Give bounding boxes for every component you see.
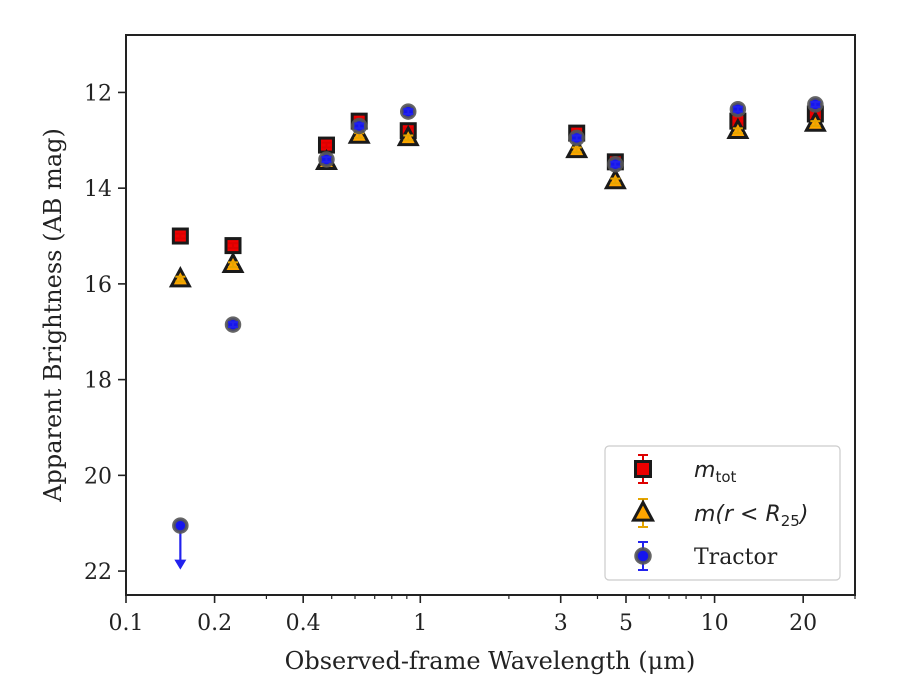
error-bar [571, 134, 582, 142]
error-bar [228, 242, 239, 249]
legend-marker-tractor [634, 547, 652, 565]
error-bar [810, 120, 821, 127]
plot-frame [125, 34, 856, 596]
error-bar [732, 127, 743, 135]
error-bar [732, 105, 743, 113]
legend-marker-mtot [634, 460, 652, 478]
legend-box [604, 445, 841, 581]
tractor-point [172, 517, 189, 534]
x-tick-label: 5 [619, 611, 633, 636]
error-bar [321, 141, 332, 149]
x-tick-label: 20 [789, 611, 817, 636]
error-bar [571, 146, 582, 154]
error-bar [321, 156, 332, 163]
y-tick-label: 22 [84, 560, 112, 585]
legend: mtot m(r < R25) Tractor [604, 445, 841, 581]
data-points [168, 96, 827, 570]
x-tick-label: 0.1 [109, 611, 144, 636]
y-axis-label: Apparent Brightness (AB mag) [39, 128, 67, 503]
x-tick-label: 10 [701, 611, 729, 636]
error-bar [403, 108, 414, 115]
error-bar [228, 261, 239, 269]
error-bar [610, 177, 621, 185]
upper-limit-arrowhead [174, 559, 187, 570]
x-tick-label: 3 [554, 611, 568, 636]
legend-marker-mr25 [630, 499, 656, 522]
axis-ticks: 0.1 0.2 0.4 1 3 5 10 20 12 14 16 18 20 22 [84, 81, 856, 636]
legend-label: mtot [694, 458, 736, 486]
error-bar [810, 101, 821, 108]
error-bar [175, 232, 186, 240]
y-tick-label: 12 [84, 81, 112, 106]
y-tick-label: 20 [84, 464, 112, 489]
y-tick-label: 14 [84, 177, 112, 202]
legend-label: Tractor [694, 545, 778, 570]
error-bar [354, 122, 365, 130]
x-tick-label: 0.2 [197, 611, 232, 636]
error-bar [403, 134, 414, 142]
y-tick-label: 16 [84, 273, 112, 298]
error-bar [228, 321, 239, 328]
x-axis-label: Observed-frame Wavelength (μm) [285, 647, 696, 675]
y-tick-label: 18 [84, 369, 112, 394]
x-tick-label: 0.4 [286, 611, 321, 636]
error-bar [175, 275, 186, 283]
error-bar [610, 160, 621, 168]
legend-label: m(r < R25) [694, 502, 808, 530]
x-tick-label: 1 [413, 611, 427, 636]
